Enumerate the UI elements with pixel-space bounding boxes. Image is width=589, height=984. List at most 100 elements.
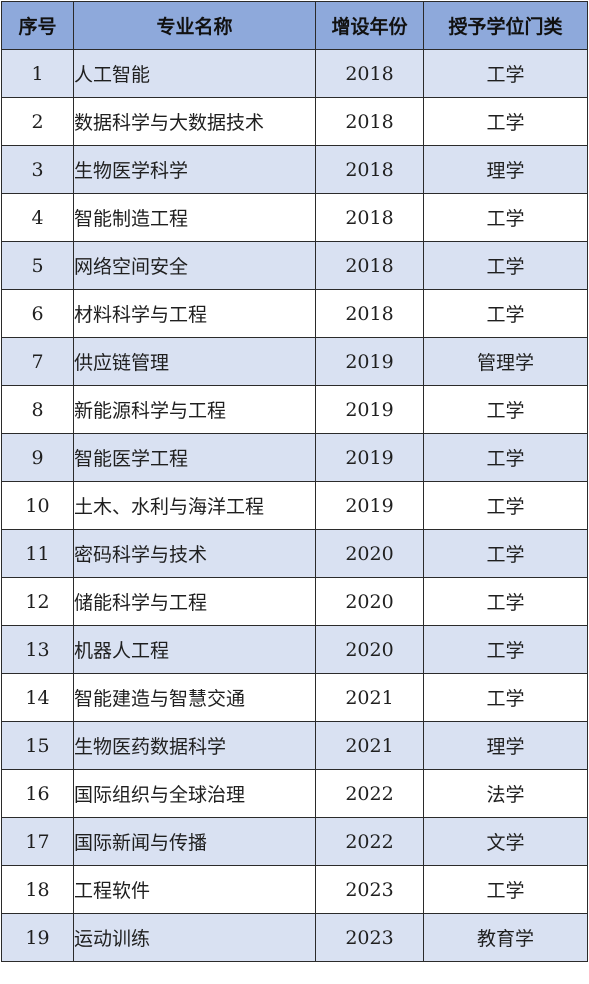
cell-major-name: 运动训练 — [73, 913, 316, 962]
cell-index: 12 — [1, 577, 74, 626]
cell-index: 13 — [1, 625, 74, 674]
table-row: 19 运动训练 2023 教育学 — [1, 913, 588, 962]
table-row: 6 材料科学与工程 2018 工学 — [1, 289, 588, 338]
table-row: 16 国际组织与全球治理 2022 法学 — [1, 769, 588, 818]
cell-major-name: 生物医学科学 — [73, 145, 316, 194]
cell-year: 2018 — [315, 289, 424, 338]
cell-degree-category: 理学 — [423, 721, 588, 770]
cell-major-name: 智能医学工程 — [73, 433, 316, 482]
cell-year: 2023 — [315, 913, 424, 962]
cell-major-name: 国际组织与全球治理 — [73, 769, 316, 818]
table-row: 12 储能科学与工程 2020 工学 — [1, 577, 588, 626]
cell-index: 15 — [1, 721, 74, 770]
cell-degree-category: 法学 — [423, 769, 588, 818]
cell-degree-category: 工学 — [423, 865, 588, 914]
header-row: 序号 专业名称 增设年份 授予学位门类 — [1, 1, 588, 50]
cell-major-name: 储能科学与工程 — [73, 577, 316, 626]
cell-index: 14 — [1, 673, 74, 722]
cell-year: 2018 — [315, 241, 424, 290]
table-row: 15 生物医药数据科学 2021 理学 — [1, 721, 588, 770]
cell-index: 10 — [1, 481, 74, 530]
cell-degree-category: 理学 — [423, 145, 588, 194]
cell-index: 5 — [1, 241, 74, 290]
table-row: 13 机器人工程 2020 工学 — [1, 625, 588, 674]
cell-degree-category: 工学 — [423, 97, 588, 146]
cell-index: 1 — [1, 49, 74, 98]
cell-year: 2021 — [315, 673, 424, 722]
cell-major-name: 工程软件 — [73, 865, 316, 914]
table-row: 1 人工智能 2018 工学 — [1, 49, 588, 98]
header-degree-category: 授予学位门类 — [423, 1, 588, 50]
header-year: 增设年份 — [315, 1, 424, 50]
cell-index: 8 — [1, 385, 74, 434]
cell-year: 2019 — [315, 433, 424, 482]
cell-index: 19 — [1, 913, 74, 962]
cell-year: 2020 — [315, 625, 424, 674]
table-row: 10 土木、水利与海洋工程 2019 工学 — [1, 481, 588, 530]
cell-index: 2 — [1, 97, 74, 146]
cell-degree-category: 工学 — [423, 49, 588, 98]
table-body: 1 人工智能 2018 工学 2 数据科学与大数据技术 2018 工学 3 生物医学科学 2018 理… — [1, 49, 588, 962]
table-row: 7 供应链管理 2019 管理学 — [1, 337, 588, 386]
cell-degree-category: 教育学 — [423, 913, 588, 962]
cell-index: 3 — [1, 145, 74, 194]
table-row: 11 密码科学与技术 2020 工学 — [1, 529, 588, 578]
cell-index: 6 — [1, 289, 74, 338]
cell-degree-category: 管理学 — [423, 337, 588, 386]
cell-degree-category: 工学 — [423, 577, 588, 626]
table-row: 9 智能医学工程 2019 工学 — [1, 433, 588, 482]
cell-degree-category: 工学 — [423, 385, 588, 434]
table-row: 18 工程软件 2023 工学 — [1, 865, 588, 914]
cell-major-name: 新能源科学与工程 — [73, 385, 316, 434]
cell-major-name: 密码科学与技术 — [73, 529, 316, 578]
cell-index: 9 — [1, 433, 74, 482]
cell-year: 2019 — [315, 385, 424, 434]
cell-degree-category: 工学 — [423, 433, 588, 482]
cell-degree-category: 工学 — [423, 529, 588, 578]
table-row: 3 生物医学科学 2018 理学 — [1, 145, 588, 194]
cell-index: 18 — [1, 865, 74, 914]
cell-year: 2022 — [315, 817, 424, 866]
cell-index: 17 — [1, 817, 74, 866]
table-row: 4 智能制造工程 2018 工学 — [1, 193, 588, 242]
table-row: 14 智能建造与智慧交通 2021 工学 — [1, 673, 588, 722]
table-row: 5 网络空间安全 2018 工学 — [1, 241, 588, 290]
cell-degree-category: 工学 — [423, 625, 588, 674]
cell-degree-category: 工学 — [423, 193, 588, 242]
cell-degree-category: 工学 — [423, 241, 588, 290]
cell-major-name: 供应链管理 — [73, 337, 316, 386]
table-header: 序号 专业名称 增设年份 授予学位门类 — [1, 1, 588, 50]
cell-major-name: 人工智能 — [73, 49, 316, 98]
cell-major-name: 机器人工程 — [73, 625, 316, 674]
cell-year: 2020 — [315, 529, 424, 578]
cell-degree-category: 工学 — [423, 289, 588, 338]
header-major-name: 专业名称 — [73, 1, 316, 50]
cell-degree-category: 工学 — [423, 673, 588, 722]
cell-year: 2019 — [315, 481, 424, 530]
cell-index: 16 — [1, 769, 74, 818]
cell-major-name: 材料科学与工程 — [73, 289, 316, 338]
cell-year: 2022 — [315, 769, 424, 818]
cell-index: 7 — [1, 337, 74, 386]
cell-degree-category: 工学 — [423, 481, 588, 530]
cell-index: 11 — [1, 529, 74, 578]
cell-major-name: 智能制造工程 — [73, 193, 316, 242]
cell-major-name: 生物医药数据科学 — [73, 721, 316, 770]
cell-degree-category: 文学 — [423, 817, 588, 866]
cell-index: 4 — [1, 193, 74, 242]
cell-major-name: 土木、水利与海洋工程 — [73, 481, 316, 530]
cell-major-name: 智能建造与智慧交通 — [73, 673, 316, 722]
cell-year: 2018 — [315, 193, 424, 242]
table-row: 2 数据科学与大数据技术 2018 工学 — [1, 97, 588, 146]
cell-major-name: 国际新闻与传播 — [73, 817, 316, 866]
table-row: 8 新能源科学与工程 2019 工学 — [1, 385, 588, 434]
cell-major-name: 网络空间安全 — [73, 241, 316, 290]
cell-year: 2021 — [315, 721, 424, 770]
cell-major-name: 数据科学与大数据技术 — [73, 97, 316, 146]
cell-year: 2023 — [315, 865, 424, 914]
cell-year: 2018 — [315, 97, 424, 146]
cell-year: 2018 — [315, 145, 424, 194]
cell-year: 2019 — [315, 337, 424, 386]
header-index: 序号 — [1, 1, 74, 50]
cell-year: 2018 — [315, 49, 424, 98]
